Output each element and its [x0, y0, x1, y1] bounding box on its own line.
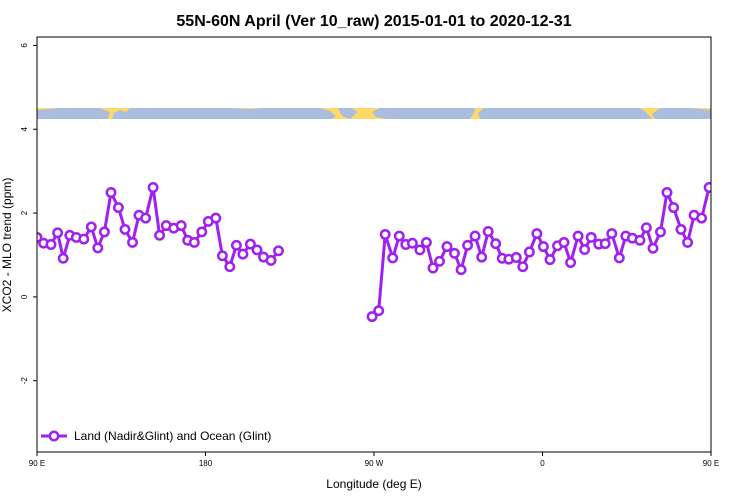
- map-landmass-asia: [478, 108, 652, 119]
- data-point: [393, 230, 405, 242]
- data-point: [434, 255, 445, 267]
- data-point: [373, 305, 385, 317]
- data-point: [420, 236, 432, 248]
- data-point: [531, 228, 543, 240]
- data-point: [655, 226, 666, 238]
- data-point: [92, 242, 104, 254]
- data-point: [237, 248, 249, 260]
- data-point: [196, 226, 208, 238]
- data-point: [127, 236, 138, 248]
- map-landmass-west-edge: [37, 108, 110, 119]
- data-point: [78, 233, 90, 245]
- data-point: [599, 238, 611, 250]
- data-point: [640, 222, 652, 234]
- data-point: [462, 239, 474, 251]
- data-point: [523, 246, 535, 258]
- x-tick-label-0: 90 E: [29, 459, 45, 468]
- y-tick-label-1: 0: [20, 294, 29, 299]
- data-point: [224, 261, 236, 273]
- y-axis-label: XCO2 - MLO trend (ppm): [0, 178, 14, 313]
- x-tick-label-3: 0: [540, 459, 545, 468]
- data-point: [585, 231, 597, 243]
- legend: Land (Nadir&Glint) and Ocean (Glint): [41, 429, 271, 443]
- data-point: [455, 264, 467, 276]
- data-point: [449, 247, 460, 259]
- x-tick-label-1: 180: [199, 459, 213, 468]
- data-point: [379, 228, 391, 240]
- data-point: [52, 227, 64, 239]
- map-landmass-east-edge: [652, 108, 711, 119]
- data-point: [482, 226, 494, 237]
- data-point: [244, 238, 256, 250]
- data-point: [265, 254, 277, 266]
- map-landmass-europe: [372, 108, 475, 119]
- data-point: [105, 187, 117, 198]
- data-point: [175, 220, 187, 232]
- y-tick-label-0: -2: [20, 377, 29, 385]
- data-point: [273, 245, 284, 257]
- data-point: [119, 223, 131, 235]
- data-point: [675, 223, 687, 235]
- world-map-strip: [37, 108, 711, 119]
- data-point: [490, 238, 502, 250]
- data-point: [517, 261, 529, 273]
- data-point: [537, 241, 549, 253]
- data-point: [414, 244, 426, 256]
- legend-marker: [48, 430, 60, 442]
- chart-title: 55N-60N April (Ver 10_raw) 2015-01-01 to…: [176, 13, 571, 30]
- data-point: [98, 226, 110, 238]
- data-point: [579, 244, 591, 255]
- data-point: [544, 254, 556, 266]
- data-point: [510, 252, 522, 263]
- map-landmass-greenland: [338, 108, 358, 119]
- data-point: [140, 212, 152, 224]
- data-point: [387, 252, 399, 264]
- x-axis-label: Longitude (deg E): [326, 477, 421, 491]
- data-point: [230, 239, 242, 251]
- x-tick-label-2: 90 W: [365, 459, 384, 468]
- data-point: [154, 229, 166, 241]
- data-point: [613, 252, 625, 264]
- data-point: [469, 230, 481, 242]
- series-layer: [37, 182, 711, 323]
- data-point: [634, 234, 646, 246]
- data-point: [565, 257, 577, 268]
- data-point: [188, 236, 200, 248]
- data-point: [147, 182, 159, 193]
- data-point: [696, 212, 708, 224]
- x-axis: 90 E 180 90 W 0 90 E: [29, 452, 719, 468]
- data-point: [85, 221, 97, 233]
- data-point: [661, 187, 673, 198]
- y-axis: -2 0 2 4 6: [20, 43, 37, 385]
- data-point: [647, 242, 659, 254]
- data-point: [682, 236, 694, 248]
- data-point: [703, 182, 711, 193]
- data-point: [668, 202, 680, 214]
- legend-label: Land (Nadir&Glint) and Ocean (Glint): [74, 429, 271, 443]
- x-tick-label-4: 90 E: [703, 459, 719, 468]
- data-point: [216, 250, 228, 262]
- y-tick-label-4: 6: [20, 43, 29, 48]
- data-point: [606, 228, 618, 240]
- data-point: [45, 239, 57, 250]
- data-point: [251, 244, 263, 256]
- data-point: [112, 202, 124, 214]
- data-point: [406, 237, 418, 249]
- data-point: [558, 236, 570, 248]
- map-landmass-northamerica: [112, 108, 336, 119]
- data-point: [427, 262, 439, 274]
- data-point: [572, 230, 584, 242]
- data-point: [210, 212, 222, 224]
- data-point: [441, 241, 453, 253]
- y-tick-label-3: 4: [20, 126, 29, 131]
- data-point: [366, 311, 378, 323]
- data-point: [476, 251, 488, 263]
- y-tick-label-2: 2: [20, 210, 29, 215]
- data-point: [57, 252, 69, 264]
